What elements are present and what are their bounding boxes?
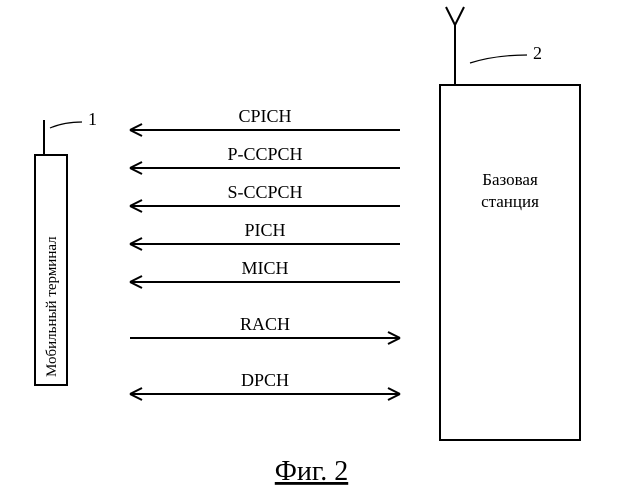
base-station-ref-leader <box>470 55 527 63</box>
channel-label: DPCH <box>241 370 289 390</box>
channel-label: MICH <box>241 258 288 278</box>
base-station-label-line2: станция <box>481 192 539 211</box>
antenna-icon <box>446 7 464 25</box>
mobile-terminal-label: Мобильный терминал <box>44 236 60 377</box>
channel-label: RACH <box>240 314 290 334</box>
mobile-terminal-ref-number: 1 <box>88 109 97 129</box>
base-station-ref-number: 2 <box>533 43 542 63</box>
base-station-box <box>440 85 580 440</box>
channel-label: PICH <box>244 220 285 240</box>
channel-label: S-CCPCH <box>227 182 302 202</box>
figure-caption: Фиг. 2 <box>275 456 348 487</box>
base-station-label-line1: Базовая <box>482 170 538 189</box>
mobile-terminal-ref-leader <box>50 122 82 128</box>
channel-label: P-CCPCH <box>227 144 302 164</box>
channel-label: CPICH <box>238 106 291 126</box>
